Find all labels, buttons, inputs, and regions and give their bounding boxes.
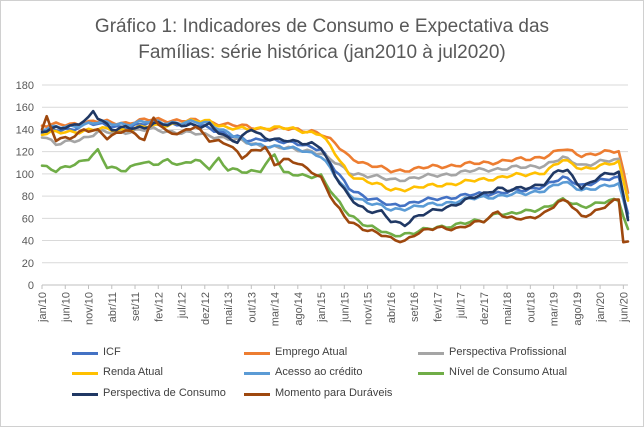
x-tick-label: nov/15 bbox=[363, 292, 375, 325]
series-line-6 bbox=[40, 109, 630, 228]
x-tick-label: abr/11 bbox=[107, 292, 119, 322]
y-tick-label: 60 bbox=[22, 213, 34, 225]
y-tick-label: 0 bbox=[28, 280, 34, 292]
series-line-2 bbox=[40, 126, 630, 200]
legend-label: Emprego Atual bbox=[275, 346, 348, 358]
series-line-7 bbox=[40, 114, 630, 244]
legend-label: Nível de Consumo Atual bbox=[449, 366, 568, 378]
x-tick-label: jun/10 bbox=[60, 292, 72, 323]
x-tick-label: jun/20 bbox=[618, 292, 630, 323]
y-tick-label: 180 bbox=[16, 80, 34, 92]
chart-title-line-1: Gráfico 1: Indicadores de Consumo e Expe… bbox=[94, 16, 550, 37]
y-tick-label: 40 bbox=[22, 236, 34, 248]
x-axis-tick-labels: jan/10 jun/10 nov/10 abr/11 set/11 fev/12 jul/… bbox=[37, 285, 630, 326]
legend-swatch bbox=[244, 372, 270, 375]
chart-title-line-2: Famílias: série histórica (jan2010 à jul… bbox=[138, 42, 506, 63]
x-tick-label: fev/17 bbox=[432, 292, 444, 322]
legend-swatch bbox=[72, 393, 98, 396]
x-tick-label: jan/15 bbox=[316, 292, 328, 323]
x-tick-label: out/13 bbox=[246, 292, 258, 323]
y-tick-label: 80 bbox=[22, 191, 34, 203]
x-tick-label: jun/15 bbox=[339, 292, 351, 323]
x-tick-label: mai/13 bbox=[223, 292, 235, 325]
y-tick-label: 100 bbox=[16, 169, 34, 181]
legend-swatch bbox=[418, 372, 444, 375]
x-tick-label: abr/16 bbox=[386, 292, 398, 323]
legend-label: ICF bbox=[103, 346, 121, 358]
x-tick-label: mai/18 bbox=[502, 292, 514, 325]
legend-label: Acesso ao crédito bbox=[275, 366, 363, 378]
legend-label: Momento para Duráveis bbox=[275, 387, 393, 399]
y-tick-label: 160 bbox=[16, 102, 34, 114]
legend-swatch bbox=[244, 352, 270, 355]
y-tick-label: 120 bbox=[16, 147, 34, 159]
legend-label: Perspectiva Profissional bbox=[449, 346, 567, 358]
x-tick-label: dez/17 bbox=[479, 292, 491, 325]
x-tick-label: set/16 bbox=[409, 292, 421, 322]
x-tick-label: jan/10 bbox=[37, 292, 49, 323]
x-tick-label: mar/14 bbox=[270, 292, 282, 326]
legend-swatch bbox=[72, 372, 98, 375]
x-tick-label: jul/17 bbox=[456, 292, 468, 319]
chart-title: Gráfico 1: Indicadores de Consumo e Expe… bbox=[0, 14, 644, 66]
y-axis-tick-labels: 0 20 40 60 80 100 120 140 160 180 bbox=[16, 80, 34, 292]
x-tick-label: out/18 bbox=[525, 292, 537, 323]
x-tick-label: fev/12 bbox=[153, 292, 165, 322]
x-tick-label: ago/14 bbox=[293, 292, 305, 326]
legend-swatch bbox=[418, 352, 444, 355]
x-tick-label: mar/19 bbox=[549, 292, 561, 326]
x-tick-label: nov/10 bbox=[84, 292, 96, 325]
legend-label: Perspectiva de Consumo bbox=[103, 387, 226, 399]
series-lines bbox=[40, 109, 630, 244]
y-tick-label: 20 bbox=[22, 258, 34, 270]
series-line-1 bbox=[40, 116, 630, 195]
x-tick-label: jan/20 bbox=[595, 292, 607, 323]
series-line-5 bbox=[40, 147, 630, 238]
x-tick-label: jul/12 bbox=[177, 292, 189, 319]
x-tick-label: set/11 bbox=[130, 292, 142, 321]
legend-swatch bbox=[244, 393, 270, 396]
legend-label: Renda Atual bbox=[103, 366, 163, 378]
x-tick-label: dez/12 bbox=[200, 292, 212, 325]
y-tick-label: 140 bbox=[16, 124, 34, 136]
legend-swatch bbox=[72, 352, 98, 355]
x-tick-label: ago/19 bbox=[572, 292, 584, 326]
